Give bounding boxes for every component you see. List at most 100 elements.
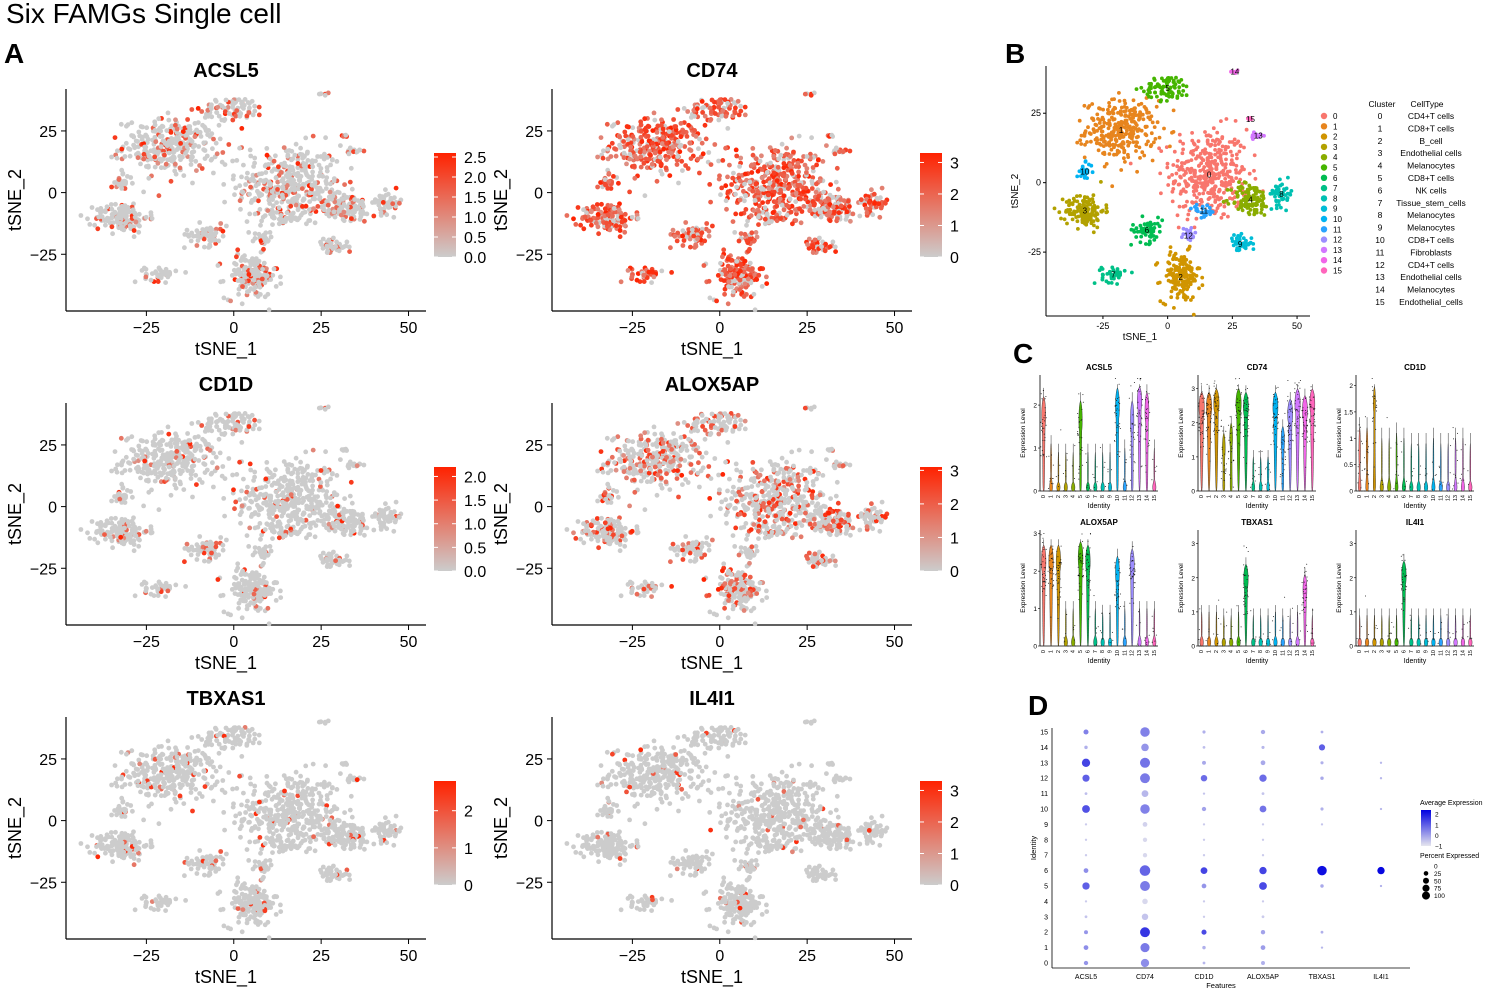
tsne-point [257, 171, 262, 177]
tsne-point [92, 536, 97, 542]
tsne-point [630, 134, 636, 139]
tsne-point [239, 100, 245, 106]
tsne-point [595, 206, 601, 212]
tsne-point [239, 414, 245, 420]
tsne-point [250, 238, 256, 244]
tsne-point [639, 139, 645, 145]
tsne-point [743, 171, 748, 177]
tsne-point [206, 427, 211, 433]
tsne-point [232, 192, 237, 198]
tsne-point [742, 181, 747, 187]
tsne-point [259, 590, 265, 596]
tsne-point [290, 470, 296, 476]
tsne-point [781, 207, 787, 213]
tsne-point [234, 158, 240, 163]
tsne-point [697, 136, 702, 142]
tsne-point [193, 158, 199, 164]
tsne-point [798, 220, 804, 226]
tsne-point [824, 457, 829, 462]
tsne-point [788, 468, 793, 473]
tsne-point [319, 556, 324, 561]
tsne-point [706, 278, 712, 284]
tsne-point [166, 117, 172, 123]
tsne-point [660, 135, 666, 140]
tsne-point [149, 530, 155, 535]
tsne-point [218, 221, 224, 226]
tsne-point [152, 468, 158, 474]
tsne-point [634, 277, 640, 283]
tsne-point [738, 525, 744, 531]
tsne-point [659, 268, 665, 274]
tsne-point [686, 122, 691, 128]
tsne-point [331, 549, 336, 555]
tsne-point [246, 230, 252, 235]
tsne-point [135, 469, 141, 475]
tsne-point [725, 125, 731, 131]
tsne-point [331, 492, 337, 498]
tsne-point [697, 170, 702, 176]
tsne-point [725, 189, 731, 195]
tsne-point [258, 222, 263, 228]
tsne-point [182, 559, 187, 565]
tsne-point [338, 143, 343, 149]
tsne-point [807, 207, 813, 213]
tsne-point [197, 534, 203, 539]
tsne-point [164, 269, 169, 275]
tsne-point [281, 459, 287, 464]
tsne-point [624, 161, 629, 167]
tsne-point [194, 243, 200, 248]
x-axis-label: tSNE_1 [195, 653, 257, 674]
tsne-point [611, 174, 616, 179]
tsne-point [810, 250, 816, 256]
tsne-point [248, 498, 254, 504]
tsne-point [95, 226, 101, 232]
tsne-point [767, 459, 773, 464]
tsne-point [821, 189, 826, 195]
tsne-point [654, 178, 660, 184]
tsne-point [151, 149, 157, 155]
x-axis-label: tSNE_1 [681, 339, 743, 360]
tsne-point [127, 537, 133, 543]
tsne-point [847, 148, 853, 154]
tsne-point [250, 552, 256, 558]
tsne-point [98, 210, 103, 216]
tsne-point [629, 274, 635, 280]
tsne-point [216, 122, 222, 128]
tsne-point [108, 516, 114, 521]
tsne-point [271, 472, 277, 478]
tsne-point [305, 158, 311, 163]
tsne-point [322, 406, 328, 412]
tsne-point [815, 157, 821, 163]
tsne-point [744, 222, 749, 228]
tsne-point [256, 198, 261, 204]
tsne-point [133, 219, 139, 225]
tsne-point [173, 171, 179, 177]
tsne-point [130, 180, 135, 186]
tsne-point [220, 150, 226, 155]
tsne-point [793, 207, 798, 213]
tsne-point [171, 155, 177, 160]
legend-tick-label: 0.5 [464, 540, 486, 557]
tsne-point [156, 193, 162, 199]
tsne-point [791, 472, 797, 477]
tsne-point [642, 116, 648, 122]
tsne-point [252, 492, 257, 498]
tsne-point [236, 605, 242, 611]
tsne-point [641, 272, 647, 278]
tsne-point [604, 220, 610, 226]
tsne-point [762, 221, 768, 227]
tsne-point [796, 447, 802, 453]
tsne-point [775, 164, 781, 170]
tsne-point [630, 439, 636, 445]
tsne-point [168, 492, 174, 498]
tsne-point [288, 178, 294, 184]
tsne-point [767, 494, 773, 500]
tsne-point [645, 123, 651, 129]
legend-tick-label: 0.5 [464, 230, 486, 247]
tsne-point [143, 214, 149, 220]
tsne-point [358, 214, 364, 219]
tsne-point [155, 160, 161, 166]
tsne-point [142, 458, 148, 464]
tsne-point [741, 294, 747, 299]
tsne-point [738, 492, 743, 498]
